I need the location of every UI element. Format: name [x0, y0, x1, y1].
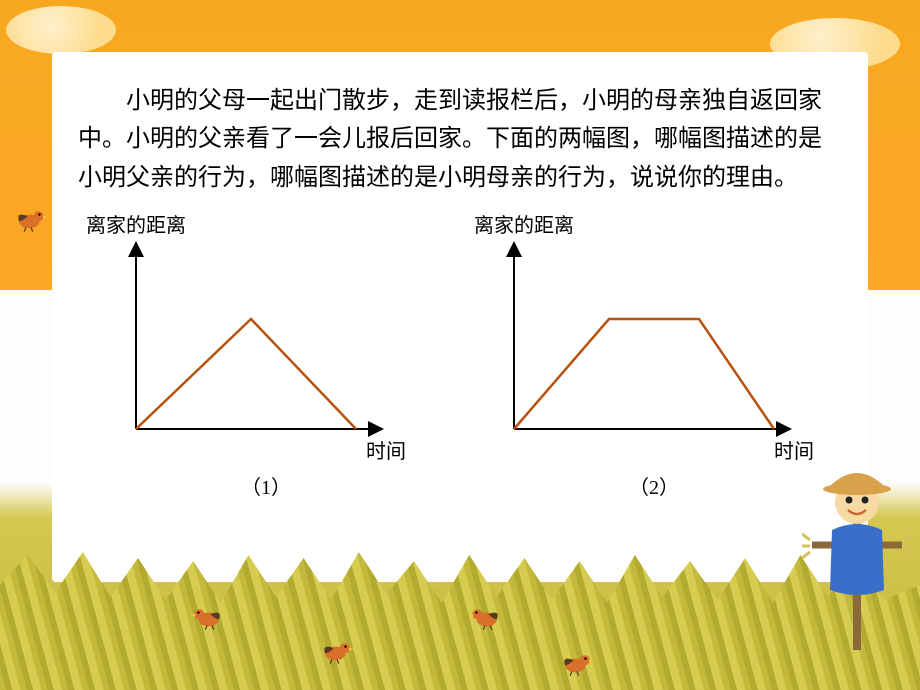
bird-icon — [190, 602, 224, 630]
cloud-decor — [6, 6, 116, 54]
scarecrow-icon — [802, 440, 912, 660]
chart-1-svg — [86, 209, 446, 469]
chart-1: 离家的距离 时间 （1） — [86, 209, 446, 500]
chart-1-x-label: 时间 — [366, 435, 406, 464]
chart-1-area: 离家的距离 时间 — [86, 209, 446, 469]
charts-row: 离家的距离 时间 （1） 离家的距离 — [78, 209, 842, 500]
chart-2: 离家的距离 时间 （2） — [474, 209, 834, 500]
bird-icon — [14, 204, 48, 232]
chart-2-area: 离家的距离 时间 — [474, 209, 834, 469]
chart-1-line — [136, 319, 356, 429]
chart-1-caption: （1） — [241, 471, 291, 500]
bird-icon — [560, 648, 594, 676]
problem-text: 小明的父母一起出门散步，走到读报栏后，小明的母亲独自返回家中。小明的父亲看了一会… — [78, 82, 842, 197]
bird-icon — [320, 636, 354, 664]
bird-icon — [468, 602, 502, 630]
content-card: 小明的父母一起出门散步，走到读报栏后，小明的母亲独自返回家中。小明的父亲看了一会… — [52, 52, 868, 582]
chart-2-svg — [474, 209, 834, 469]
chart-2-line — [514, 319, 774, 429]
chart-2-caption: （2） — [629, 471, 679, 500]
